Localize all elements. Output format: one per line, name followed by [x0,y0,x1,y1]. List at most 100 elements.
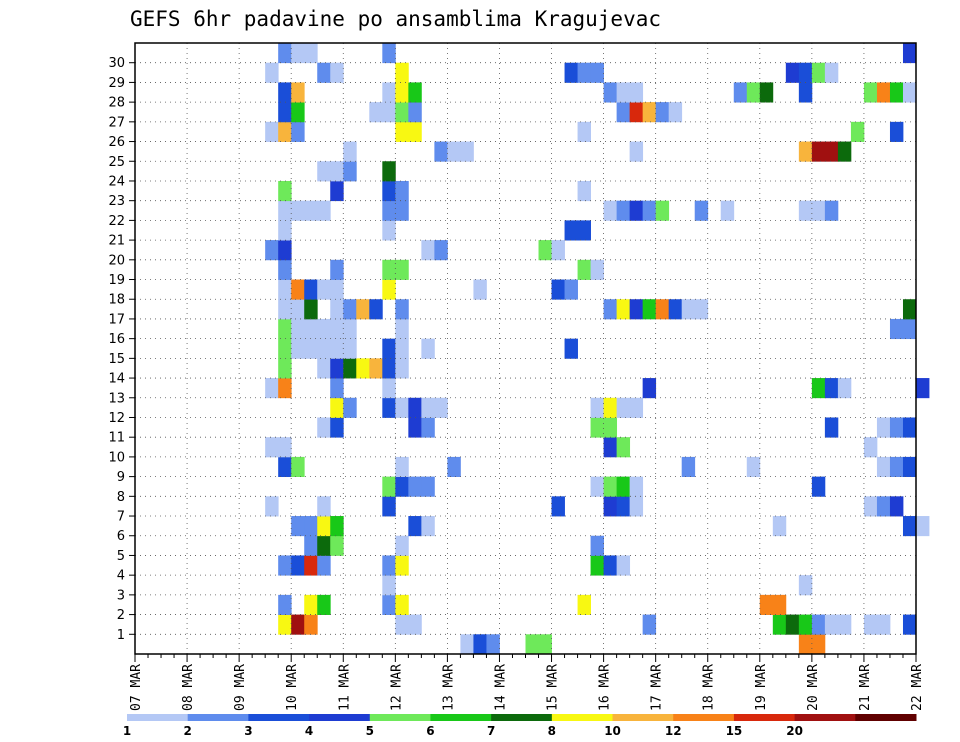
heatmap-cell [265,378,279,399]
x-tick-label: 18 MAR [702,664,717,711]
y-tick-label: 8 [117,490,125,505]
legend-label: 3 [244,724,252,738]
heatmap-cell [837,378,852,399]
heatmap-cell [603,496,618,517]
heatmap-cell [343,358,357,379]
heatmap-cell [616,82,631,103]
legend-label: 2 [184,724,192,738]
heatmap-cell [382,397,396,418]
heatmap-cell [837,141,852,162]
heatmap-cell [629,397,644,418]
heatmap-cell [408,121,422,142]
heatmap-cell [798,614,813,635]
heatmap-cell [408,476,422,497]
heatmap-cell [642,614,657,635]
heatmap-cell [291,516,305,537]
heatmap-cell [330,180,344,202]
heatmap-cell [291,456,305,478]
heatmap-cell [811,378,826,399]
heatmap-cell [642,378,657,399]
heatmap-cell [382,496,396,517]
heatmap-cell [916,378,930,399]
heatmap-cell [265,62,279,83]
heatmap-cell [278,220,292,241]
heatmap-cell [382,180,396,202]
heatmap-cell [278,180,292,202]
heatmap-cell [278,338,292,359]
heatmap-cell [902,82,917,103]
heatmap-cell [473,279,487,300]
legend-swatch [491,714,553,721]
heatmap-cell [889,496,904,517]
heatmap-cell [694,200,709,221]
heatmap-cell [395,338,409,359]
legend-label: 7 [487,724,495,738]
legend-label: 6 [426,724,434,738]
heatmap-cell [330,358,344,379]
heatmap-cell [603,476,618,497]
heatmap-cell [655,102,670,123]
y-tick-label: 15 [108,352,125,367]
heatmap-cell [317,358,331,379]
heatmap-cell [356,299,370,320]
heatmap-cell [330,279,344,300]
heatmap-cell [330,161,344,182]
y-tick-label: 14 [108,372,125,387]
heatmap-cell [824,200,839,221]
heatmap-cell [889,82,904,103]
legend-swatch [369,714,431,721]
heatmap-cell [421,476,435,497]
heatmap-cell [733,82,748,103]
heatmap-cell [291,555,305,576]
legend-swatch [127,714,189,721]
heatmap-cell [421,240,435,261]
heatmap-cell [603,555,618,576]
heatmap-cell [616,437,631,458]
heatmap-cell [629,102,644,123]
x-tick-label: 13 MAR [441,664,456,711]
x-tick-label: 10 MAR [285,664,300,711]
heatmap-cell [395,121,409,142]
heatmap-cell [434,397,448,418]
heatmap-cell [317,417,331,438]
heatmap-cell [876,417,891,438]
heatmap-cell [759,82,774,103]
legend-swatch [733,714,796,721]
heatmap-cell [356,358,370,379]
heatmap-cell [590,417,604,438]
heatmap-cell [590,555,604,576]
heatmap-cell [278,240,292,261]
y-tick-label: 16 [108,332,125,347]
y-axis: 1234567891011121314151617181920212223242… [108,56,135,643]
heatmap-cell [564,62,578,83]
heatmap-cell [278,358,292,379]
heatmap-cell [395,555,409,576]
heatmap-cell [889,121,904,142]
heatmap-cell [902,318,917,340]
heatmap-cell [317,516,331,537]
legend-swatch [855,714,917,721]
heatmap-cell [876,496,891,517]
heatmap-cell [642,102,657,123]
y-tick-label: 4 [117,569,125,584]
heatmap-cell [304,338,318,359]
heatmap-cell [720,200,735,221]
heatmap-cell [811,141,826,162]
heatmap-cell [343,338,357,359]
heatmap-cell [278,614,292,635]
heatmap-cell [798,141,813,162]
x-tick-label: 16 MAR [598,664,613,711]
heatmap-cell [811,476,826,497]
heatmap-cell [863,614,878,635]
heatmap-cell [798,200,813,221]
heatmap-cell [460,634,474,655]
heatmap-cell [382,476,396,497]
heatmap-cell [577,62,591,83]
heatmap-cell [278,378,292,399]
heatmap-cell [343,141,357,162]
y-tick-label: 17 [108,312,125,327]
heatmap-cell [746,82,761,103]
heatmap-cell [278,456,292,478]
heatmap-cell [668,299,683,320]
